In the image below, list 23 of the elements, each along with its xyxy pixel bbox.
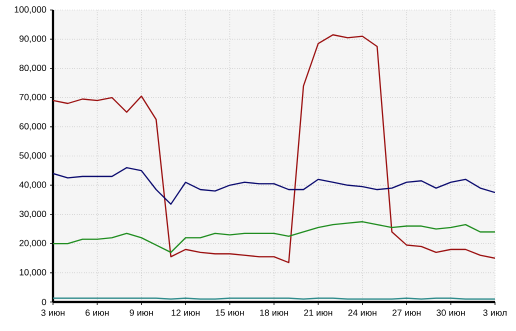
x-tick-label: 24 июн bbox=[348, 310, 376, 316]
y-tick-label: 10,000 bbox=[20, 269, 46, 276]
line-series bbox=[53, 34, 496, 264]
y-tick-label: 20,000 bbox=[20, 240, 46, 248]
x-tick-label: 30 июн bbox=[436, 310, 465, 316]
y-tick-label: 90,000 bbox=[19, 35, 46, 43]
x-tick-label: 18 июн bbox=[260, 310, 288, 316]
x-tick-label: 21 июн bbox=[304, 310, 332, 316]
y-tick-label: 70,000 bbox=[20, 94, 46, 102]
y-tick-label: 80,000 bbox=[19, 64, 46, 72]
y-tick-label: 30,000 bbox=[19, 210, 46, 218]
x-tick-label: 9 июн bbox=[130, 310, 153, 316]
x-tick-label: 12 июн bbox=[172, 310, 200, 316]
x-tick-label: 6 июн bbox=[86, 310, 109, 316]
y-tick-label: 0 bbox=[42, 298, 46, 306]
x-tick-label: 3 июл bbox=[483, 310, 507, 316]
y-tick-label: 50,000 bbox=[19, 152, 46, 160]
y-tick-label: 40,000 bbox=[19, 181, 46, 189]
y-tick-label: 100,000 bbox=[14, 6, 46, 14]
x-tick-label: 27 июн bbox=[392, 310, 421, 316]
x-tick-label: 3 июн bbox=[41, 310, 64, 316]
y-tick-label: 60,000 bbox=[20, 123, 46, 130]
x-tick-label: 15 июн bbox=[216, 310, 244, 316]
